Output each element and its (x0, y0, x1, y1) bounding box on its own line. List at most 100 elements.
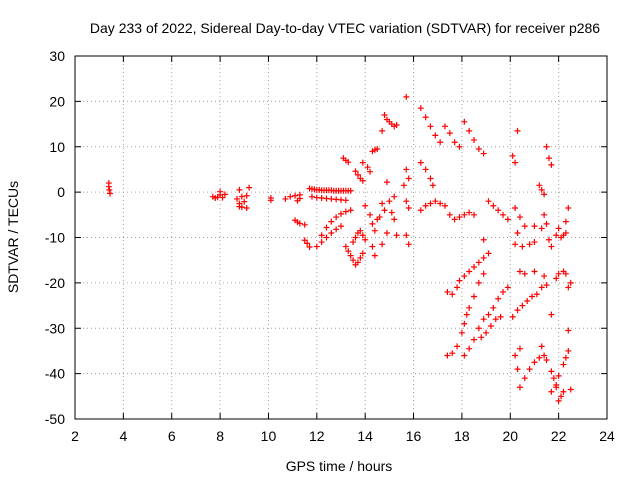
data-point (495, 207, 502, 214)
x-axis-label: GPS time / hours (286, 458, 393, 474)
data-point (449, 291, 456, 298)
y-tick-label: -50 (45, 411, 65, 427)
data-point (369, 220, 376, 227)
data-point (466, 304, 473, 311)
x-tick-label: 2 (71, 428, 79, 444)
data-point (393, 121, 400, 128)
data-point (548, 368, 555, 375)
data-point (555, 397, 562, 404)
data-point (500, 288, 507, 295)
data-point (383, 179, 390, 186)
data-point (417, 207, 424, 214)
data-point (432, 198, 439, 205)
data-point (541, 211, 548, 218)
data-point (480, 150, 487, 157)
data-point (432, 132, 439, 139)
data-point (543, 143, 550, 150)
data-point (538, 225, 545, 232)
data-point (519, 302, 526, 309)
data-point (456, 143, 463, 150)
data-point (362, 236, 369, 243)
axis-ticks: 2 4 6 8 10 12 14 16 18 20 22 24-50-40-30-20-1001020… (45, 48, 615, 444)
data-point (287, 193, 294, 200)
data-point (543, 282, 550, 289)
y-tick-label: 20 (49, 93, 65, 109)
data-point (338, 223, 344, 230)
data-point (538, 284, 545, 291)
data-point (345, 159, 352, 166)
data-point (446, 130, 453, 137)
data-point (350, 239, 357, 246)
data-point (495, 295, 502, 302)
data-point (403, 232, 410, 239)
x-tick-label: 6 (168, 428, 176, 444)
data-point (393, 232, 400, 239)
data-point (548, 388, 555, 395)
data-point (553, 275, 560, 282)
data-point (379, 127, 386, 134)
data-point (543, 357, 550, 364)
data-point (243, 205, 250, 212)
data-point (555, 372, 562, 379)
data-point (403, 93, 410, 100)
data-point (483, 329, 490, 336)
data-point (509, 313, 516, 320)
data-point (359, 250, 366, 257)
data-point (504, 284, 511, 291)
data-point (466, 345, 473, 352)
data-point (475, 279, 482, 286)
data-point (521, 375, 528, 382)
data-point (236, 203, 243, 210)
data-point (383, 229, 390, 236)
data-point (456, 214, 463, 221)
data-point (106, 186, 113, 193)
data-point (553, 384, 560, 391)
data-point (323, 234, 330, 241)
data-point (533, 291, 540, 298)
data-point (562, 218, 569, 225)
data-point (536, 182, 543, 189)
data-point (471, 136, 477, 143)
data-point (367, 168, 374, 175)
data-point (429, 182, 436, 189)
data-point (333, 214, 340, 221)
data-point (490, 202, 497, 209)
data-point (388, 209, 395, 216)
data-point (405, 175, 412, 182)
data-point (548, 243, 555, 250)
data-point (347, 187, 354, 194)
data-points (105, 93, 574, 404)
data-point (318, 239, 325, 246)
data-point (497, 313, 504, 320)
y-tick-label: -40 (45, 366, 65, 382)
data-point (538, 186, 545, 193)
grid-lines (75, 56, 607, 419)
data-point (509, 152, 516, 159)
data-point (492, 316, 499, 323)
x-tick-label: 10 (261, 428, 277, 444)
data-point (347, 207, 354, 214)
data-point (451, 216, 458, 223)
x-tick-label: 4 (119, 428, 127, 444)
data-point (461, 320, 468, 327)
data-point (514, 366, 521, 373)
data-point (562, 229, 569, 236)
data-point (565, 327, 572, 334)
data-point (553, 232, 560, 239)
data-point (512, 241, 519, 248)
data-point (417, 159, 424, 166)
data-point (362, 202, 369, 209)
data-point (516, 268, 523, 275)
data-point (461, 273, 468, 280)
data-point (236, 186, 243, 193)
data-point (562, 354, 569, 361)
data-point (454, 284, 461, 291)
data-point (308, 193, 315, 200)
data-point (359, 177, 366, 184)
data-point (352, 234, 359, 241)
data-point (379, 200, 386, 207)
y-tick-label: -10 (45, 230, 65, 246)
data-point (466, 209, 473, 216)
data-point (548, 311, 555, 318)
x-tick-label: 12 (309, 428, 325, 444)
